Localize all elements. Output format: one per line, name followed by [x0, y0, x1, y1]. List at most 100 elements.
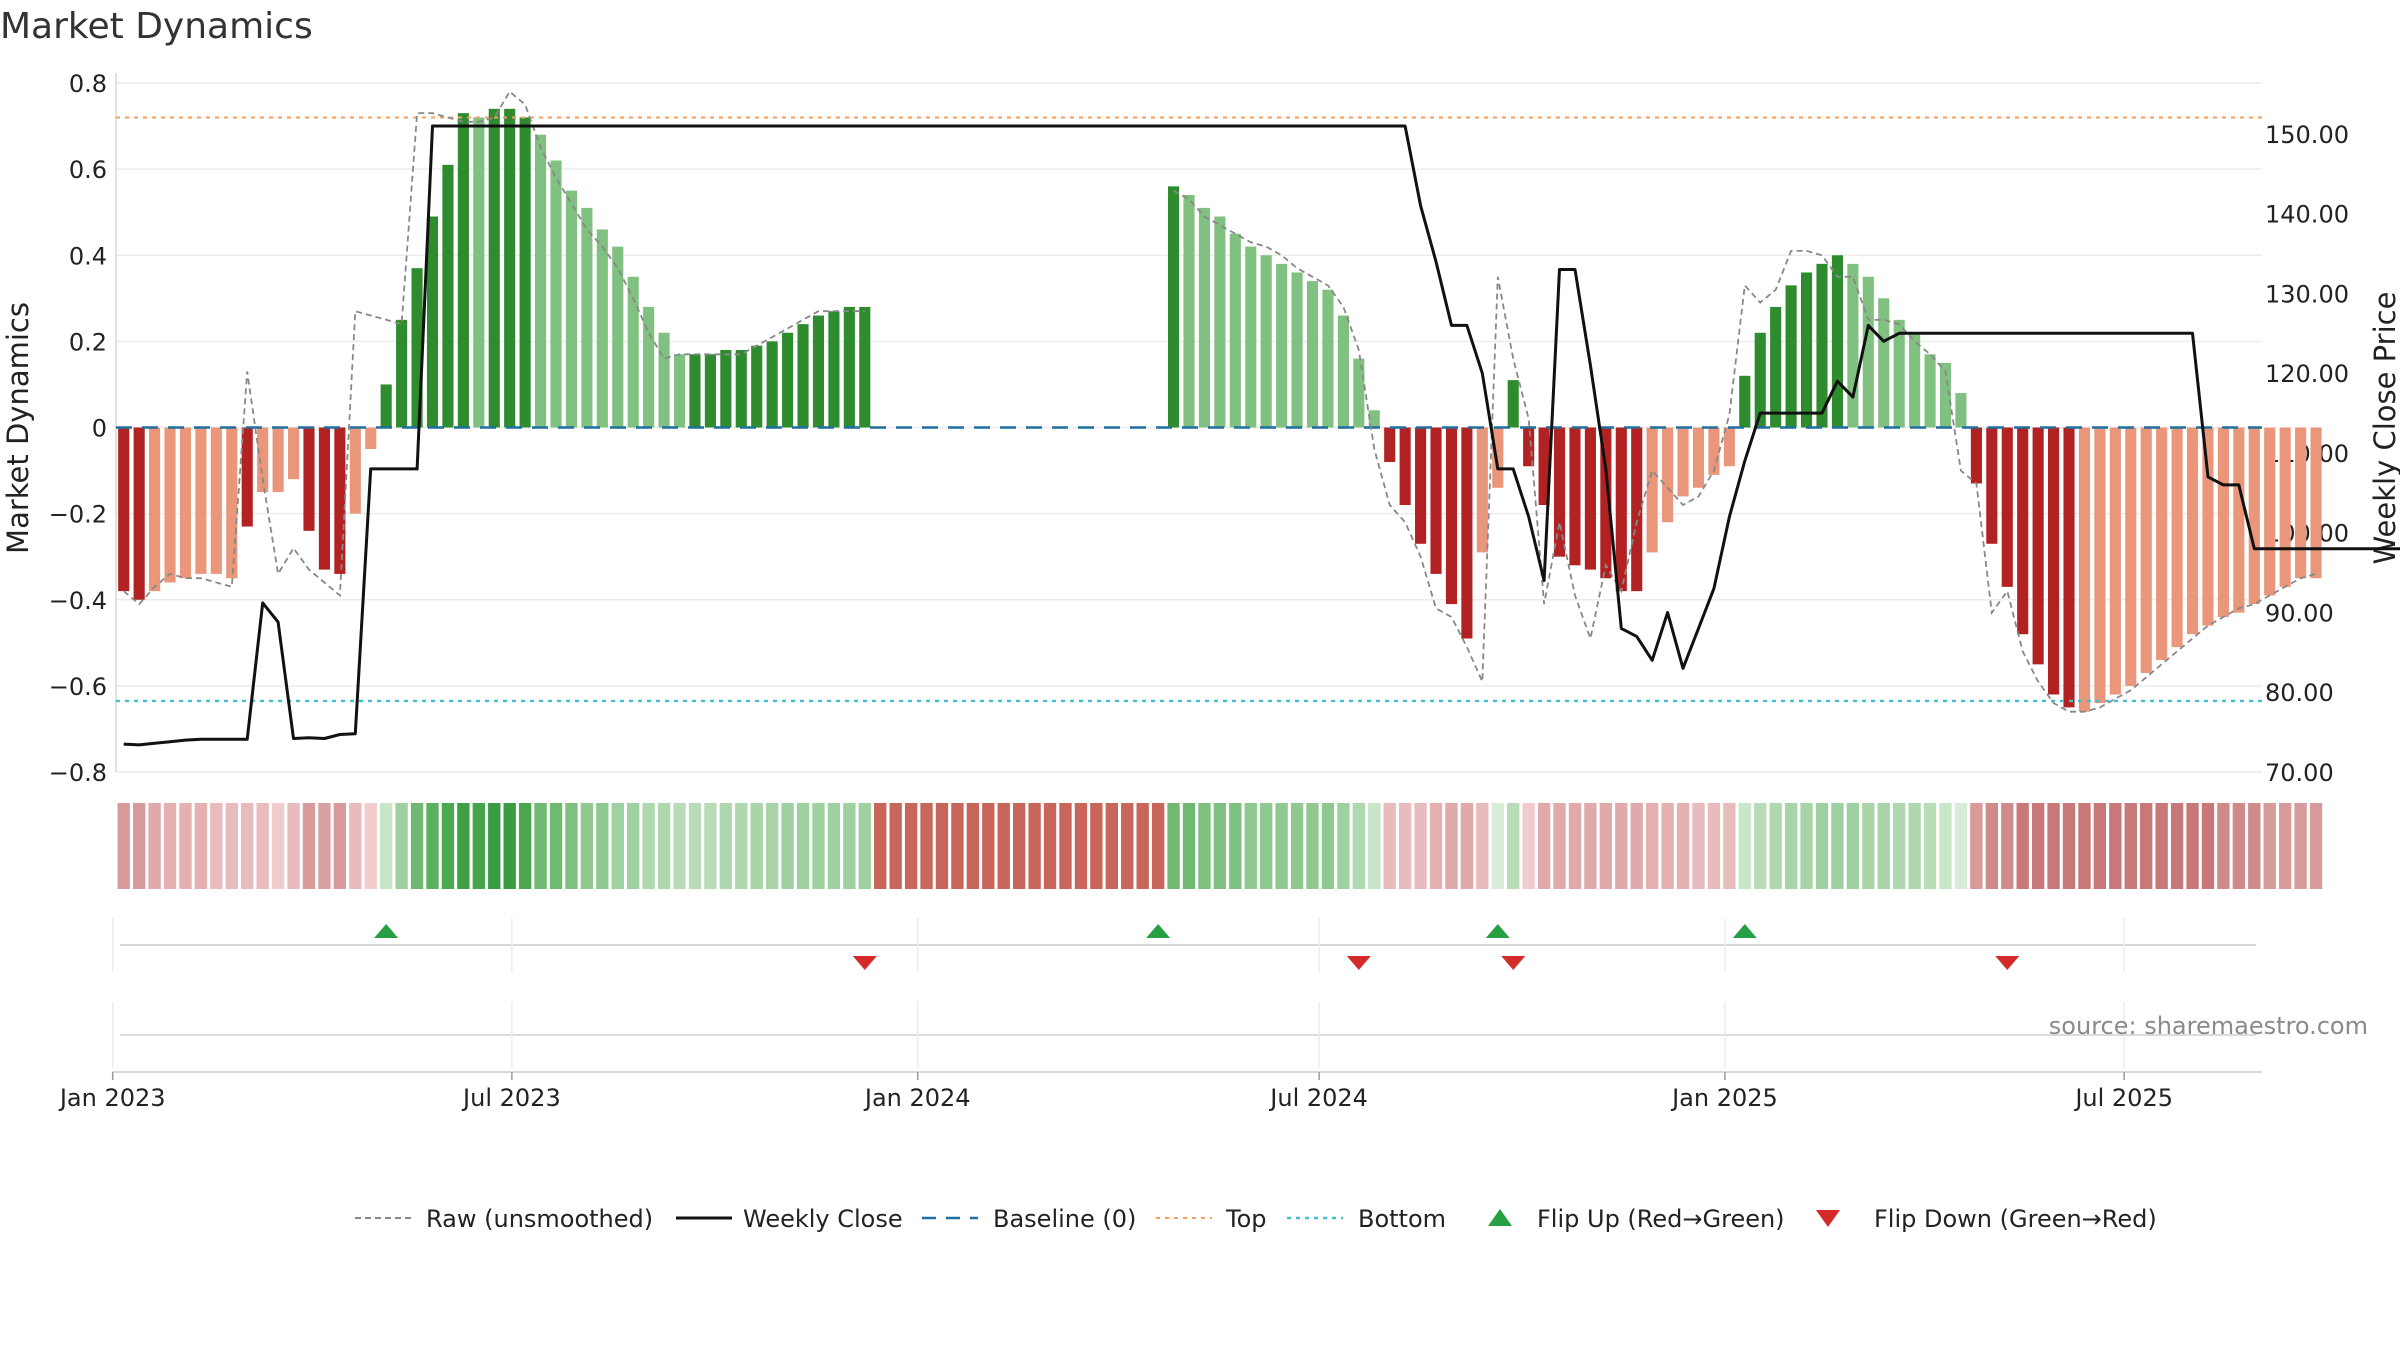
dynamics-bar [2186, 427, 2199, 635]
regime-cell [1877, 803, 1890, 889]
regime-cell [518, 803, 532, 889]
regime-cell [318, 803, 331, 889]
dynamics-bar [1198, 207, 1210, 428]
regime-cell [472, 803, 485, 889]
dynamics-bar [1476, 427, 1488, 553]
regime-cell [2186, 803, 2199, 889]
regime-cell [1707, 803, 1721, 889]
dynamics-bar [195, 427, 207, 574]
dynamics-bar [1878, 298, 1890, 428]
regime-cell [1831, 803, 1844, 889]
dynamics-bar [1909, 332, 1921, 428]
right-tick-label: 70.00 [2265, 759, 2334, 787]
regime-cell [1908, 803, 1921, 889]
dynamics-bar [812, 315, 825, 428]
dynamics-bar [488, 108, 500, 428]
regime-cell [210, 803, 223, 889]
flip-markers-panel [111, 918, 2256, 972]
regime-cell [843, 803, 856, 889]
dynamics-bar [1168, 186, 1180, 428]
regime-cell [117, 803, 130, 889]
legend-item: Weekly Close [676, 1205, 903, 1233]
regime-cell [2109, 803, 2122, 889]
regime-cell [1599, 803, 1613, 889]
dynamics-bar [565, 190, 578, 428]
dynamics-bar [1183, 194, 1195, 428]
regime-cell [302, 803, 316, 889]
left-tick-label: 0.6 [69, 156, 107, 184]
weekly-close-line [123, 124, 2400, 747]
regime-cell [1321, 803, 1335, 889]
regime-cell [596, 803, 609, 889]
dynamics-bar [1538, 427, 1550, 506]
regime-cell [2170, 803, 2184, 889]
dynamics-bar [2140, 427, 2152, 673]
regime-cell [1645, 803, 1659, 889]
regime-cell [1182, 803, 1196, 889]
regime-cell [2294, 803, 2307, 889]
regime-cell [1815, 803, 1829, 889]
regime-cell [874, 803, 887, 889]
dynamics-bar [1214, 216, 1226, 428]
dynamics-bar [210, 427, 222, 574]
bars [118, 108, 2322, 712]
dynamics-bar [1692, 427, 1705, 488]
flip-down-marker [1346, 956, 1371, 970]
dynamics-bar [2109, 427, 2121, 695]
regime-cell [750, 803, 763, 889]
regime-cell [1306, 803, 1319, 889]
regime-cell [2047, 803, 2060, 889]
regime-cell [2093, 803, 2107, 889]
dynamics-bar [1847, 263, 1859, 428]
dynamics-bar [504, 108, 516, 428]
regime-cell [1723, 803, 1736, 889]
dynamics-bar [1986, 427, 1998, 544]
legend: Raw (unsmoothed) Weekly Close Baseline (0)… [355, 1205, 2157, 1233]
dynamics-bar [2048, 427, 2060, 695]
legend-label: Weekly Close [743, 1205, 903, 1233]
dynamics-bar [457, 113, 469, 428]
dynamics-bar [396, 319, 408, 428]
dynamics-bar [581, 207, 593, 428]
regime-cell [225, 803, 238, 889]
legend-swatch-flip-up [1488, 1209, 1512, 1226]
right-tick-label: 100.00 [2265, 520, 2349, 548]
legend-item: Flip Up (Red→Green) [1488, 1205, 1785, 1233]
dynamics-bar [1662, 427, 1674, 523]
dynamics-bar [1291, 272, 1303, 428]
x-axis: Jan 2023 Jul 2023 Jan 2024 Jul 2024 Jan 2025… [58, 1071, 2262, 1112]
dynamics-bar [1306, 281, 1319, 428]
dynamics-bar [380, 384, 392, 428]
flip-up-marker [1485, 924, 1510, 938]
dynamics-bar [442, 164, 454, 428]
legend-label: Flip Down (Green→Red) [1874, 1205, 2157, 1233]
regime-cell [1676, 803, 1690, 889]
dynamics-bar [2279, 427, 2291, 587]
regime-cell [488, 803, 501, 889]
dynamics-bar [550, 160, 562, 428]
dynamics-bar [1229, 233, 1241, 428]
dynamics-bar [1831, 255, 1843, 428]
dynamics-bar [1569, 427, 1581, 566]
regime-cell [364, 803, 377, 889]
regime-cell [2124, 803, 2137, 889]
dynamics-bar [1337, 315, 1349, 428]
chart-title: Market Dynamics [0, 6, 313, 47]
regime-cell [1445, 803, 1458, 889]
dynamics-bar [1430, 427, 1442, 574]
dynamics-bar [2078, 427, 2091, 712]
dynamics-bar [1893, 319, 1905, 428]
dynamics-bar [519, 117, 531, 428]
dynamics-bar [828, 311, 840, 428]
dynamics-bar [287, 427, 300, 480]
dynamics-bar [1584, 427, 1596, 570]
regime-cell [395, 803, 408, 889]
regime-cell [1784, 803, 1798, 889]
dynamics-bar [1384, 427, 1396, 462]
dynamics-bar [1260, 255, 1272, 428]
regime-cell [1661, 803, 1674, 889]
dynamics-bar [1708, 427, 1720, 475]
regime-cell [1275, 803, 1288, 889]
regime-cell [642, 803, 655, 889]
dynamics-bar [1677, 427, 1689, 497]
